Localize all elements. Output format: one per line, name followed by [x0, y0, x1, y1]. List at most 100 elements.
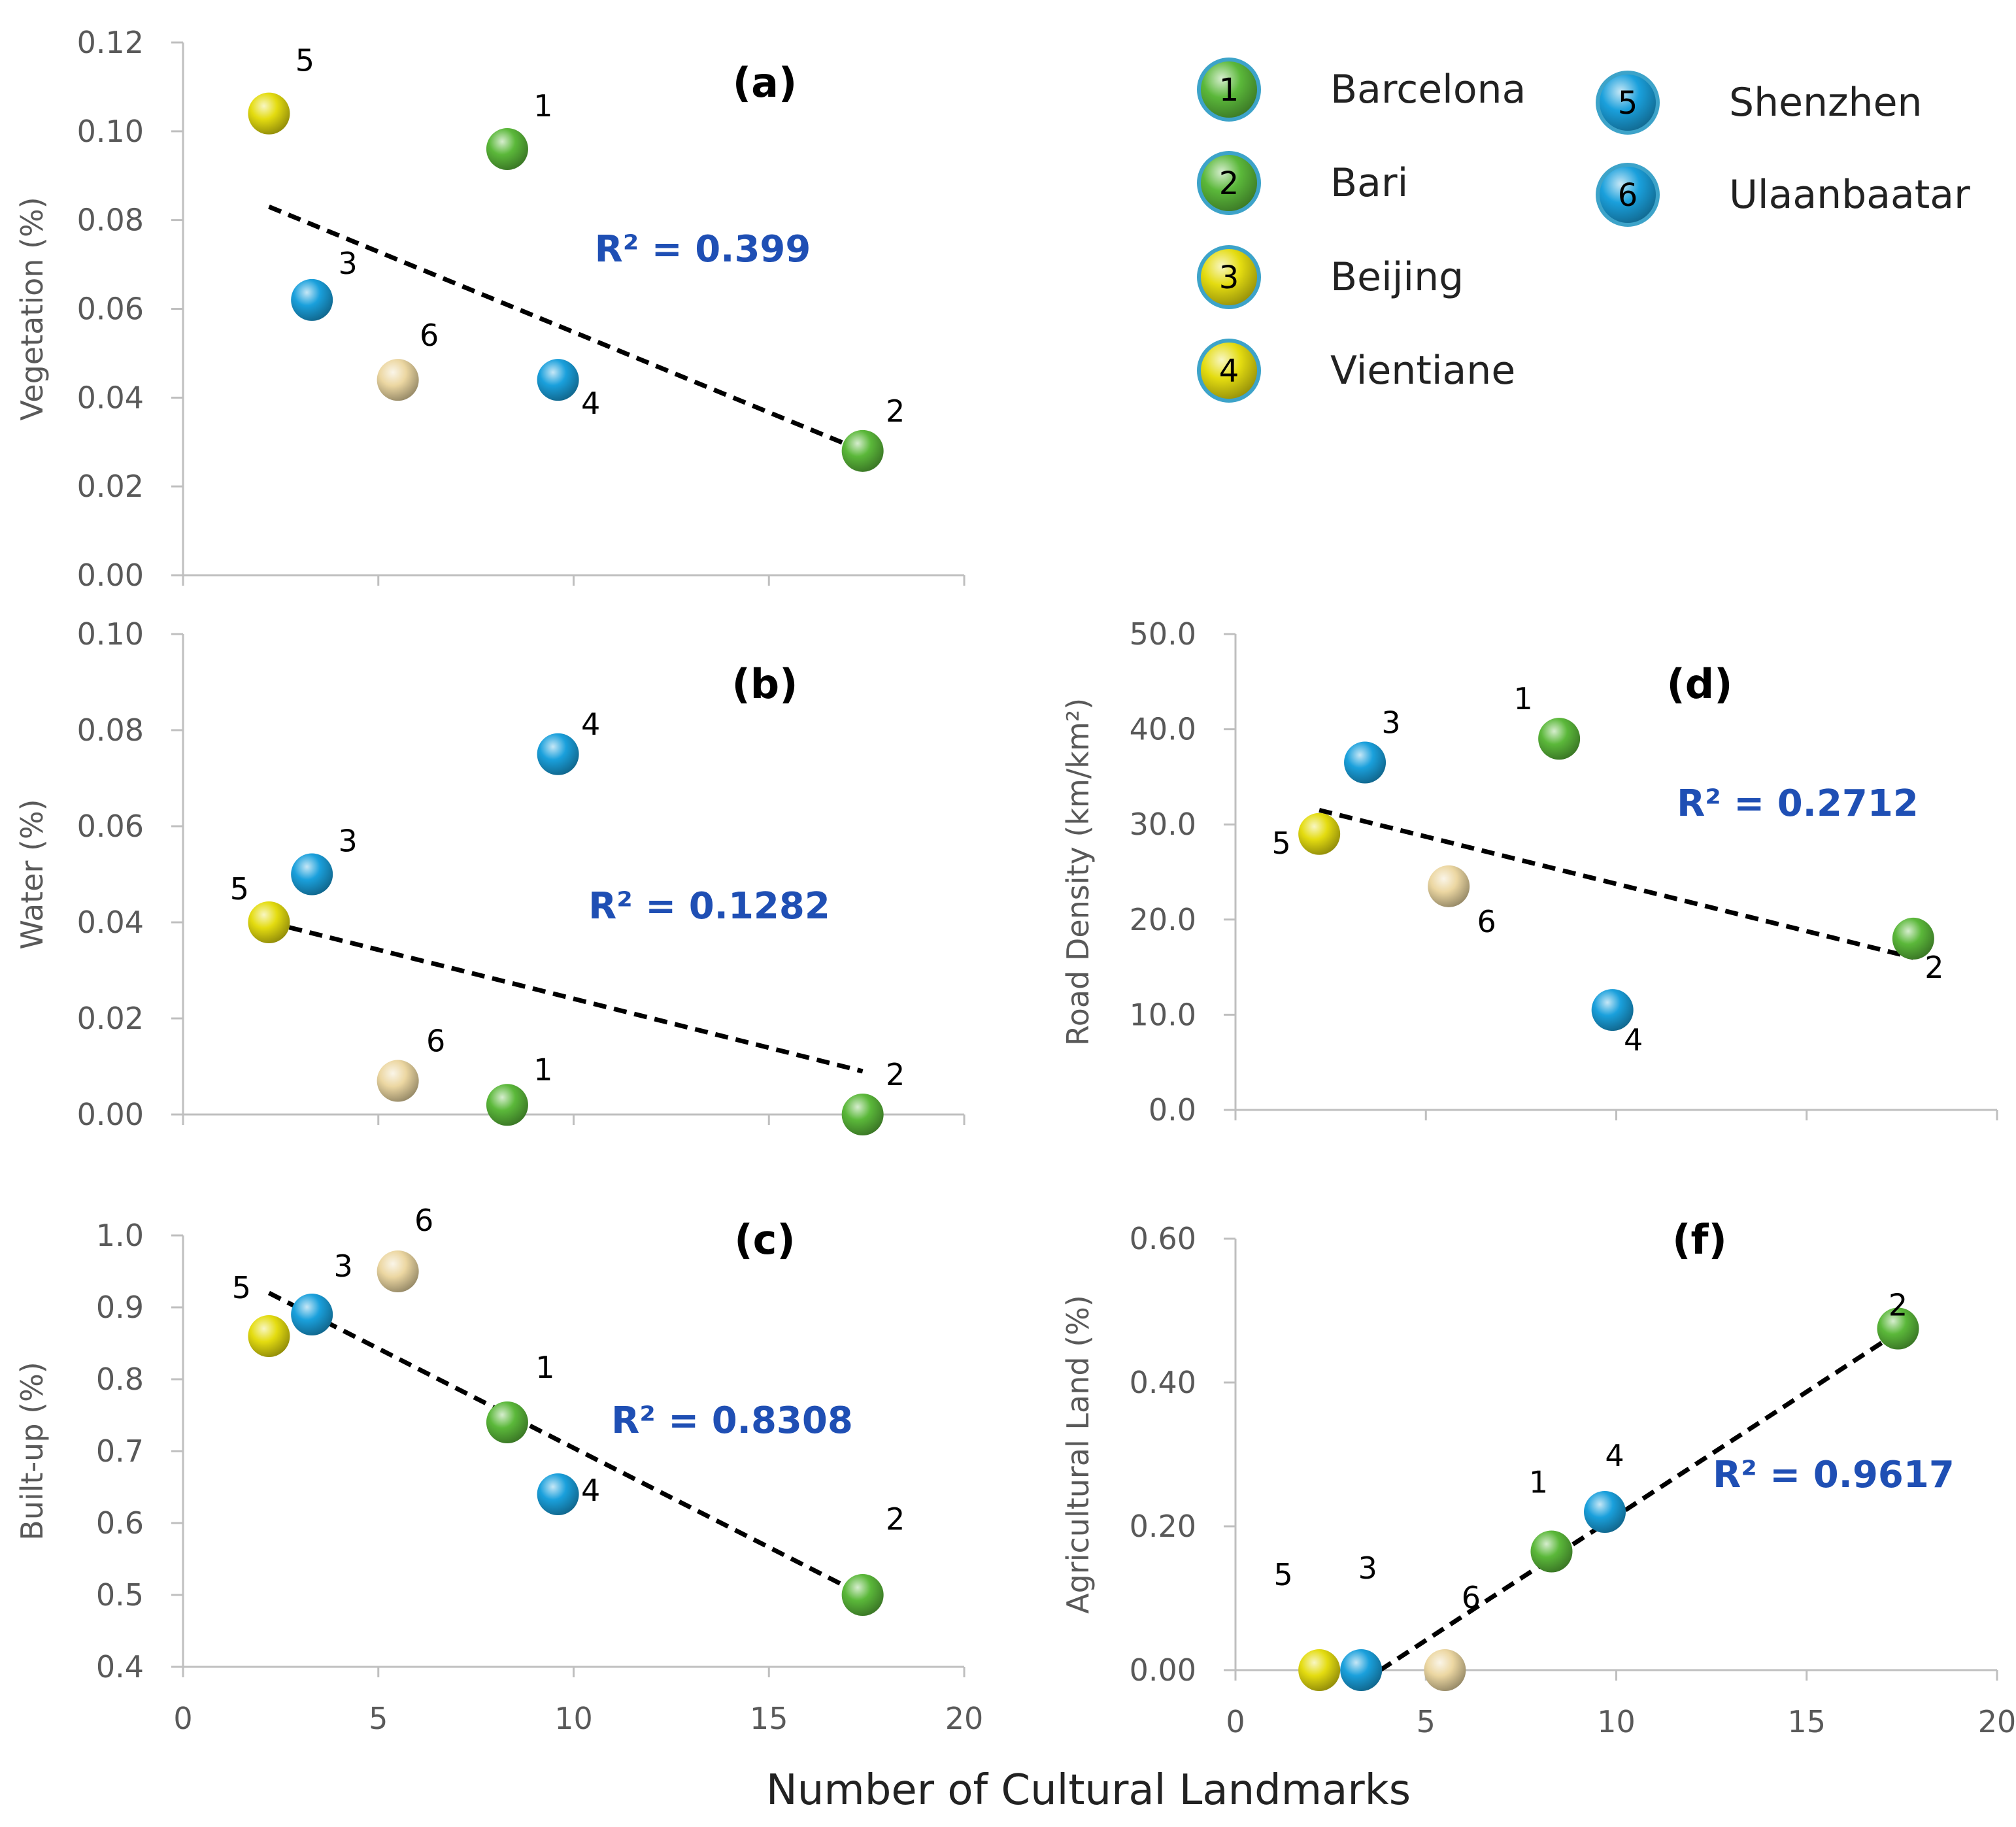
point-label: 4	[1605, 1438, 1624, 1473]
panel-label: (b)	[731, 660, 798, 708]
y-tick-label: 0.02	[77, 469, 144, 504]
y-tick-label: 0.9	[96, 1290, 144, 1325]
legend-number: 2	[1219, 165, 1239, 202]
x-tick-label: 5	[369, 1701, 388, 1736]
y-axis-title: Water (%)	[14, 799, 50, 949]
data-point-6	[377, 359, 419, 401]
legend-number: 6	[1618, 177, 1638, 214]
legend-item-6: 6 Ulaanbaatar	[1596, 163, 1970, 227]
data-point-6	[1424, 1649, 1466, 1691]
trend-line	[1319, 807, 1914, 960]
legend-marker	[1596, 71, 1660, 135]
r-squared-label: R² = 0.2712	[1677, 782, 1919, 825]
data-point-1	[486, 128, 528, 170]
legend-item-4: 4 Vientiane	[1197, 339, 1515, 403]
point-label: 3	[339, 824, 358, 859]
y-tick-label: 10.0	[1130, 997, 1196, 1032]
y-tick-label: 0.4	[96, 1649, 144, 1685]
point-label: 1	[1513, 681, 1532, 716]
data-point-1	[486, 1401, 528, 1443]
legend-city-name: Ulaanbaatar	[1729, 172, 1970, 218]
point-label: 4	[581, 707, 600, 742]
panel-label: (a)	[733, 59, 798, 107]
data-point-5	[248, 1315, 290, 1357]
data-point-2	[1877, 1307, 1919, 1350]
y-axis-title: Agricultural Land (%)	[1060, 1295, 1096, 1614]
data-point-6	[377, 1250, 419, 1292]
data-point-1	[486, 1084, 528, 1126]
data-point-3	[1340, 1649, 1383, 1691]
y-tick-label: 0.00	[77, 1097, 144, 1132]
point-label: 2	[886, 1501, 905, 1537]
point-label: 3	[1358, 1550, 1377, 1586]
y-tick-label: 0.04	[77, 905, 144, 940]
r-squared-label: R² = 0.399	[595, 228, 811, 271]
data-point-4	[537, 733, 579, 775]
x-axis-title: Number of Cultural Landmarks	[766, 1766, 1411, 1815]
r-squared-label: R² = 0.1282	[588, 885, 830, 928]
y-tick-label: 0.06	[77, 292, 144, 327]
legend-marker	[1596, 163, 1660, 227]
legend-number: 1	[1219, 72, 1239, 109]
x-tick-label: 20	[945, 1701, 984, 1736]
data-point-5	[1298, 1649, 1341, 1691]
y-tick-label: 0.10	[77, 616, 144, 652]
y-tick-label: 40.0	[1130, 712, 1196, 747]
x-tick-label: 0	[1226, 1704, 1245, 1739]
data-point-5	[248, 92, 290, 135]
y-tick-label: 0.0	[1149, 1092, 1196, 1128]
legend-marker	[1197, 151, 1261, 215]
data-point-1	[1538, 718, 1581, 760]
panel-d: 0.0 10.0 20.0 30.0 40.0 50.0 Road Density (km/…	[1060, 616, 1998, 1128]
data-point-4	[537, 359, 579, 401]
trend-line	[268, 205, 864, 454]
legend-city-name: Bari	[1330, 160, 1408, 206]
data-point-2	[841, 429, 884, 472]
point-label: 3	[334, 1249, 353, 1284]
data-point-6	[377, 1060, 419, 1102]
legend-city-name: Shenzhen	[1729, 80, 1923, 126]
point-label: 1	[533, 88, 552, 124]
data-point-4	[1584, 1491, 1626, 1533]
legend-city-name: Barcelona	[1330, 67, 1526, 112]
y-axis-title: Built-up (%)	[14, 1362, 50, 1540]
point-label: 5	[230, 871, 249, 907]
point-label: 6	[1462, 1580, 1481, 1615]
y-tick-label: 0.12	[77, 25, 144, 60]
trend-line	[268, 920, 864, 1074]
data-point-2	[841, 1574, 884, 1616]
point-label: 5	[1274, 1557, 1293, 1592]
panel-label: (d)	[1666, 660, 1732, 708]
x-tick-label: 20	[1978, 1704, 2016, 1739]
y-tick-label: 20.0	[1130, 902, 1196, 937]
legend: 1 Barcelona 2 Bari 3 Beijing 4 Vientiane 5 Shenzh…	[1197, 58, 1970, 403]
data-point-2	[1892, 917, 1934, 960]
point-label: 5	[295, 43, 314, 78]
y-tick-label: 0.60	[1130, 1221, 1196, 1256]
legend-number: 3	[1219, 260, 1239, 296]
y-tick-label: 0.8	[96, 1362, 144, 1397]
legend-marker	[1197, 245, 1261, 309]
point-label: 5	[1272, 826, 1291, 861]
point-label: 6	[426, 1024, 445, 1059]
y-tick-label: 0.7	[96, 1433, 144, 1469]
y-tick-label: 0.6	[96, 1505, 144, 1541]
point-label: 1	[533, 1052, 552, 1087]
y-tick-label: 0.10	[77, 114, 144, 149]
y-tick-label: 0.00	[77, 558, 144, 593]
point-label: 2	[1924, 950, 1943, 985]
data-point-4	[1591, 989, 1634, 1031]
point-label: 2	[886, 394, 905, 429]
data-point-1	[1530, 1530, 1573, 1573]
data-point-4	[537, 1473, 579, 1515]
y-tick-label: 0.06	[77, 809, 144, 844]
point-label: 6	[420, 318, 439, 353]
data-point-5	[248, 901, 290, 943]
y-tick-label: 30.0	[1130, 807, 1196, 842]
trend-line	[267, 1290, 864, 1598]
point-label: 3	[1381, 705, 1400, 741]
legend-item-2: 2 Bari	[1197, 151, 1408, 215]
